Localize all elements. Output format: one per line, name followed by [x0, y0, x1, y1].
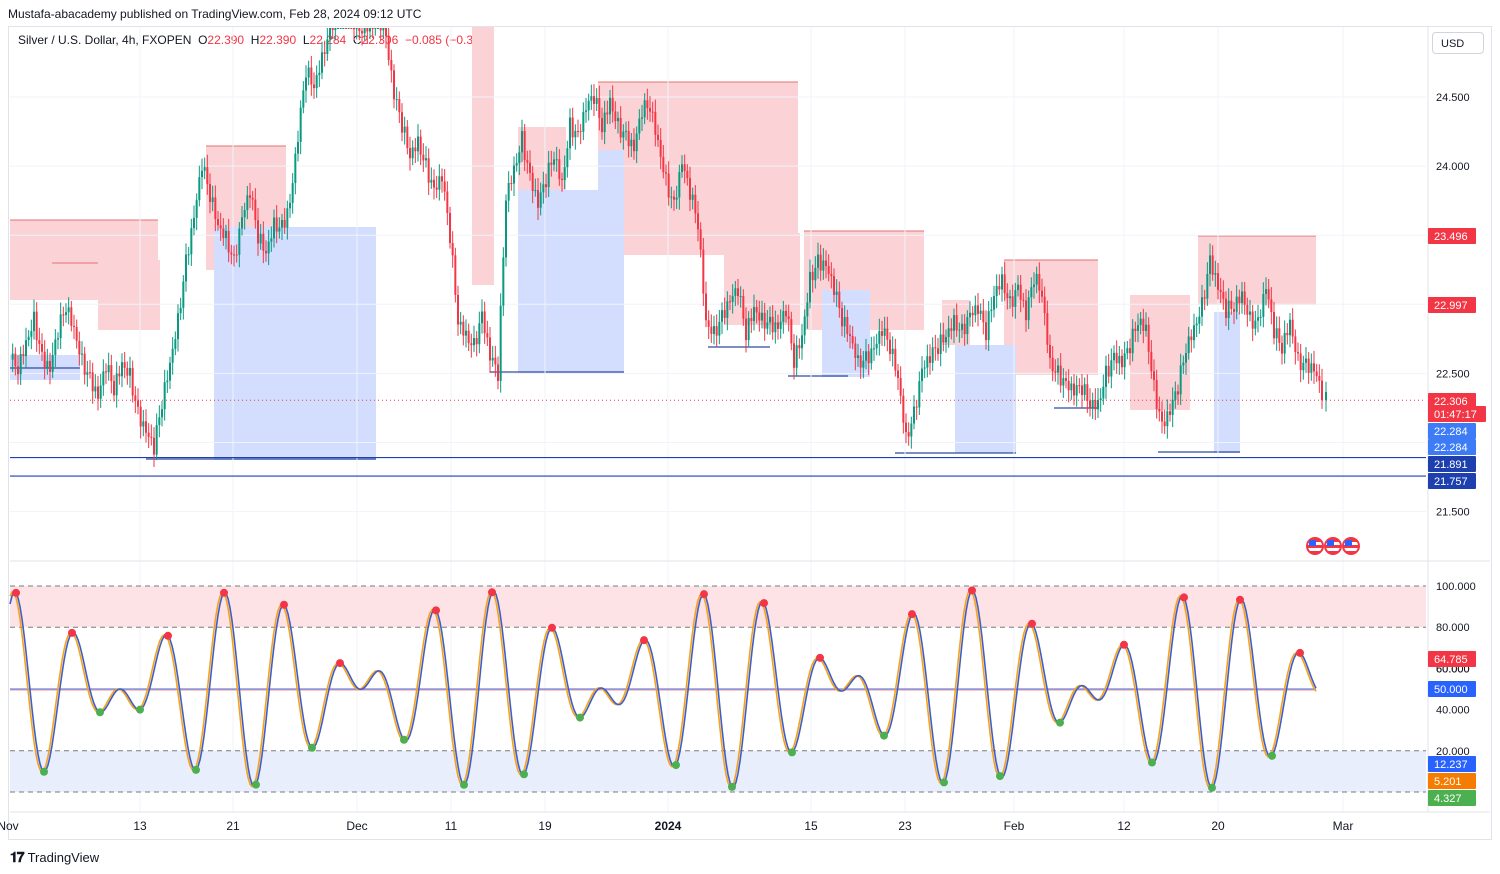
tradingview-logo[interactable]: 𝟏𝟕 TradingView [10, 849, 99, 866]
low-label: L [302, 33, 310, 47]
symbol-legend: Silver / U.S. Dollar, 4h, FXOPEN O22.390… [18, 33, 494, 47]
us-flag-icon[interactable] [1306, 537, 1324, 555]
close-label: C [352, 33, 362, 47]
high-value: 22.390 [259, 33, 297, 47]
event-flags[interactable] [1306, 537, 1360, 555]
open-value: 22.390 [207, 33, 245, 47]
tradingview-icon: 𝟏𝟕 [10, 849, 25, 865]
chart-frame[interactable] [8, 26, 1492, 840]
high-label: H [250, 33, 260, 47]
low-value: 22.284 [309, 33, 347, 47]
symbol-name: Silver / U.S. Dollar, 4h, FXOPEN [18, 33, 192, 47]
publish-info: Mustafa-abacademy published on TradingVi… [8, 7, 422, 21]
open-label: O [198, 33, 208, 47]
brand-name: TradingView [27, 850, 100, 865]
us-flag-icon[interactable] [1342, 537, 1360, 555]
close-value: 22.306 [361, 33, 399, 47]
currency-button[interactable]: USD [1432, 32, 1484, 54]
us-flag-icon[interactable] [1324, 537, 1342, 555]
change-value: −0.085 (−0.38%) [404, 33, 495, 47]
